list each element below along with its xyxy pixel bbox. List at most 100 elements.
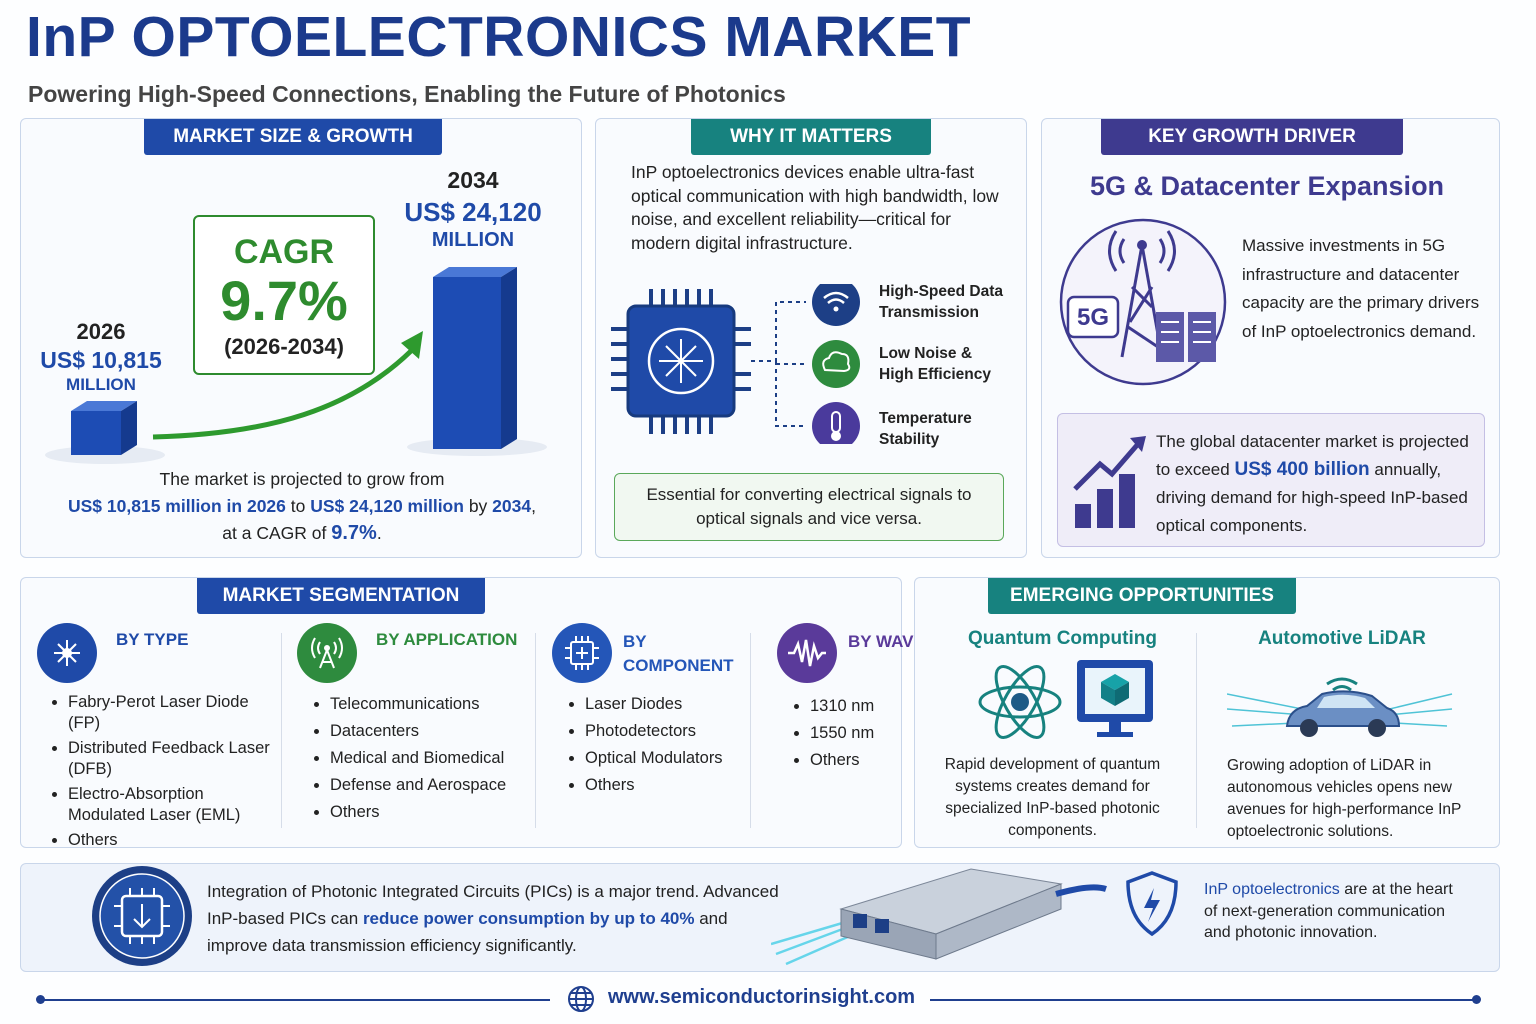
path [822,351,851,373]
divider [281,633,282,828]
quantum-icon [978,660,1153,739]
rect [433,277,501,449]
summary-highlight: US$ 10,815 million in 2026 [68,496,286,516]
circle [1137,240,1147,250]
section-tab: MARKET SIZE & GROWTH [144,119,442,155]
subtitle: Powering High-Speed Connections, Enablin… [28,81,786,107]
stat-highlight: US$ 400 billion [1234,459,1370,480]
summary-text: . [376,523,382,543]
segment-item: Others [330,802,537,823]
trend-panel: Integration of Photonic Integrated Circu… [20,863,1500,972]
path [1126,871,1178,937]
trend-text-part: and improve data transmission efficiency… [207,909,728,955]
segment-item: Others [585,775,752,796]
segment-title: BY TYPE [116,630,189,649]
segment-item: Electro-Absorption Modulated Laser (EML) [68,784,285,826]
rect [71,411,121,455]
stat-text-part: annually, driving demand for high-speed … [1156,460,1468,535]
circle [831,431,841,441]
segment-title: BY APPLICATION [376,630,518,649]
driver-text: Massive investments in 5G infrastructure… [1242,236,1480,341]
path [1285,690,1401,727]
path [775,361,806,427]
summary-text: to [290,496,306,516]
g [565,636,599,670]
segment-item: Telecommunications [330,694,537,715]
line [665,345,697,377]
polyline [1073,442,1140,491]
driver-panel: KEY GROWTH DRIVER 5G & Datacenter Expans… [1041,118,1500,558]
polygon [1115,682,1129,706]
polygon [433,267,517,277]
opportunities-panel: EMERGING OPPORTUNITIES Quantum Computing… [914,577,1500,848]
note: Essential for converting electrical sign… [614,473,1004,541]
segment-icon [297,623,357,683]
polygon [401,331,423,359]
polygon [501,267,517,449]
footer-url: www.semiconductorinsight.com [608,986,916,1008]
segment-item: Laser Diodes [585,694,752,715]
why-text: InP optoelectronics devices enable ultra… [631,162,999,253]
line [326,649,335,669]
end-value: US$ 24,120 [404,197,542,227]
path [1108,230,1176,272]
segment-list: 1310 nm 1550 nm Others [782,696,902,777]
stat-text: The global datacenter market is projecte… [1156,428,1476,540]
path [152,349,413,440]
circle [833,306,839,312]
opportunity-title: Quantum Computing [968,628,1157,649]
globe-icon [568,986,594,1012]
footer-rule [930,999,1478,1001]
polygon [1130,436,1146,452]
circle [297,623,357,683]
path [571,992,591,1006]
trend-highlight: reduce power consumption by up to 40% [362,909,695,928]
section-tab: KEY GROWTH DRIVER [1101,119,1403,155]
segment-group: BY COMPONENT Laser Diodes Photodetectors Op… [551,622,756,842]
pic-icon [92,866,192,966]
summary-text: The market is projected to grow from [159,469,445,489]
segment-group: BY TYPE Fabry-Perot Laser Diode (FP)Distr… [36,622,291,849]
segment-list: Telecommunications Datacenters Medical and… [302,694,537,829]
polyline [788,639,826,667]
chip-diagram [611,284,860,444]
chart-icon [1073,436,1146,528]
polygon [71,401,137,411]
feature: High-Speed Data Transmission [879,283,1004,321]
g [659,339,703,383]
circle [1011,693,1029,711]
icon-label: 5G [1077,304,1109,331]
segment-item: Others [810,750,902,771]
driver-subtitle: 5G & Datacenter Expansion [1089,171,1445,201]
path [311,637,343,659]
summary-text: , [531,496,536,516]
segment-item: Others [68,830,285,851]
feature: Temperature Stability [879,410,972,448]
divider [750,633,751,828]
tower-icon: 5G [1059,218,1227,386]
segment-item: Defense and Aerospace [330,775,537,796]
growth-graphic [45,267,547,464]
start-unit: MILLION [66,375,136,394]
circle [62,648,72,658]
transceiver-icon [771,868,1107,966]
ellipse [978,685,1062,719]
section-tab: WHY IT MATTERS [691,119,931,155]
path [823,291,849,304]
line [1130,285,1154,309]
circle [812,340,860,388]
divider [535,633,536,828]
polyline [133,918,151,929]
ellipse [994,665,1046,739]
polygon [1101,682,1115,706]
segment-icon [777,623,837,683]
section-tab: EMERGING OPPORTUNITIES [988,578,1296,614]
rect [1119,474,1135,528]
circle [647,327,715,395]
segment-icon [552,623,612,683]
summary: The market is projected to grow from US$… [41,466,563,547]
g [114,888,170,944]
g [311,637,343,669]
market-size-panel: MARKET SIZE & GROWTH 2034 US$ 24,120 MIL… [20,118,582,558]
g [751,301,806,427]
